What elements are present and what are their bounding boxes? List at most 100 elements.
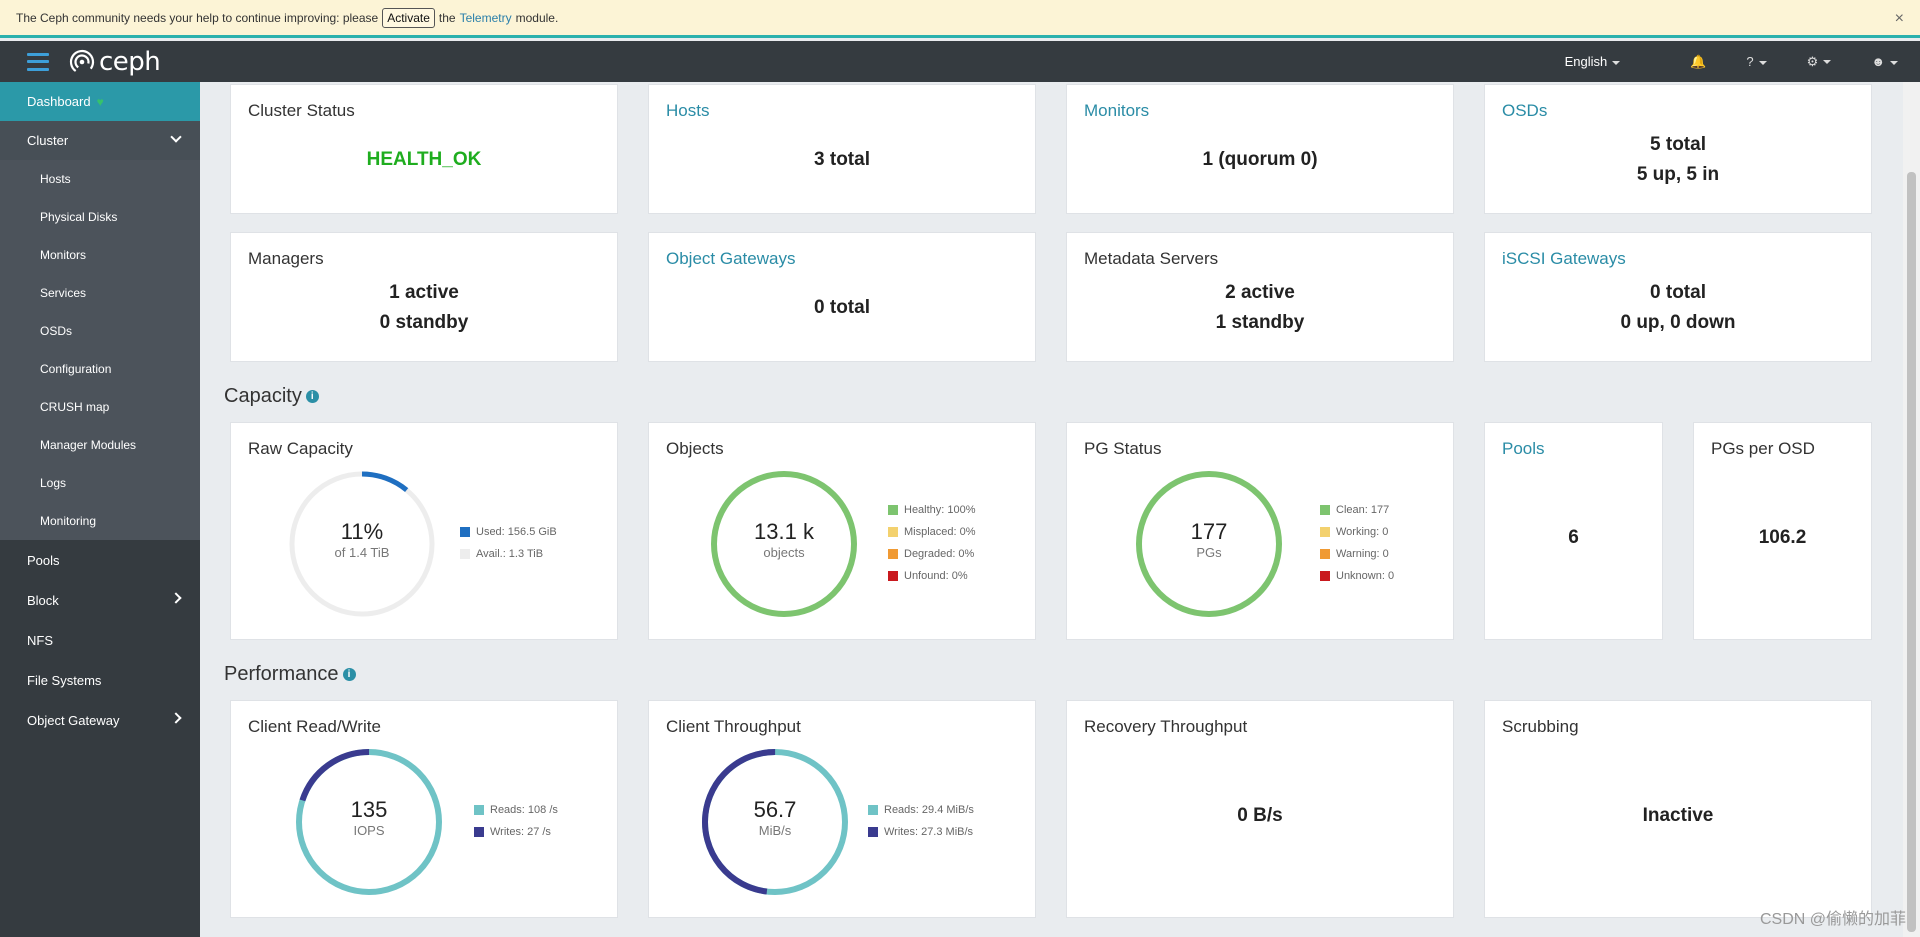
- object-gateways-card: Object Gateways 0 total: [648, 232, 1036, 362]
- iscsi-gateways-link[interactable]: iSCSI Gateways: [1502, 249, 1626, 268]
- legend-label: Clean: 177: [1336, 504, 1390, 516]
- scrollbar-thumb[interactable]: [1907, 172, 1916, 932]
- card-title: Metadata Servers: [1084, 249, 1219, 268]
- chart-legend: Clean: 177 Working: 0 Warning: 0 Unknown…: [1320, 499, 1394, 587]
- donut-center-label: 135 IOPS: [294, 797, 444, 838]
- legend-item-working[interactable]: Working: 0: [1320, 521, 1394, 543]
- sidebar-item-configuration[interactable]: Configuration: [40, 362, 112, 376]
- throughput-value: 56.7: [753, 797, 797, 822]
- donut-used-arc: [289, 471, 435, 617]
- sidebar-item-dashboard[interactable]: Dashboard ♥: [0, 82, 200, 121]
- iops-unit: IOPS: [353, 823, 385, 838]
- pg-status-donut: [1136, 471, 1282, 617]
- health-status-value[interactable]: HEALTH_OK: [366, 149, 482, 170]
- bell-icon[interactable]: 🔔: [1690, 53, 1707, 69]
- card-title: PG Status: [1084, 439, 1162, 458]
- pools-link[interactable]: Pools: [1502, 439, 1545, 458]
- card-title: Managers: [248, 249, 324, 268]
- card-title: Recovery Throughput: [1084, 717, 1248, 736]
- notice-text-module: module.: [515, 10, 559, 25]
- object-gateways-link[interactable]: Object Gateways: [666, 249, 796, 268]
- pgs-per-osd-card: PGs per OSD 106.2: [1693, 422, 1872, 640]
- sidebar-item-osds[interactable]: OSDs: [40, 324, 73, 338]
- legend-label: Degraded: 0%: [904, 548, 975, 560]
- raw-capacity-total: of 1.4 TiB: [334, 545, 390, 560]
- legend-label: Writes: 27.3 MiB/s: [884, 826, 974, 838]
- objects-unit: objects: [763, 545, 805, 560]
- info-icon[interactable]: i: [342, 668, 356, 682]
- legend-item-degraded[interactable]: Degraded: 0%: [888, 543, 976, 565]
- sidebar-item-cluster[interactable]: Cluster: [0, 121, 200, 160]
- pg-unit: PGs: [1196, 545, 1222, 560]
- sidebar-item-label: NFS: [27, 632, 53, 648]
- legend-label: Unknown: 0: [1336, 570, 1395, 582]
- sidebar-item-services[interactable]: Services: [40, 286, 87, 300]
- sidebar-item-nfs[interactable]: NFS: [0, 620, 200, 660]
- sidebar-item-crush-map[interactable]: CRUSH map: [40, 400, 110, 414]
- telemetry-notice-bar: The Ceph community needs your help to co…: [0, 0, 1920, 38]
- ceph-logo[interactable]: ceph: [69, 47, 161, 77]
- osds-link[interactable]: OSDs: [1502, 101, 1548, 120]
- vertical-scrollbar[interactable]: [1903, 82, 1920, 937]
- sidebar-item-object-gateway[interactable]: Object Gateway: [0, 700, 200, 740]
- raw-capacity-donut: [289, 471, 435, 617]
- gear-icon[interactable]: ⚙: [1807, 54, 1832, 70]
- chevron-down-icon: [1890, 60, 1898, 65]
- legend-item-avail[interactable]: Avail.: 1.3 TiB: [460, 543, 557, 565]
- close-icon[interactable]: ×: [1894, 10, 1904, 27]
- legend-item-misplaced[interactable]: Misplaced: 0%: [888, 521, 976, 543]
- sidebar-item-label: Object Gateway: [27, 712, 120, 728]
- card-title: Objects: [666, 439, 724, 458]
- donut-healthy-ring: [711, 471, 857, 617]
- legend-item-writes[interactable]: Writes: 27.3 MiB/s: [868, 821, 974, 843]
- sidebar-item-logs[interactable]: Logs: [40, 476, 67, 490]
- sidebar-item-block[interactable]: Block: [0, 580, 200, 620]
- legend-item-used[interactable]: Used: 156.5 GiB: [460, 521, 557, 543]
- recovery-value: 0 B/s: [1237, 805, 1283, 826]
- legend-item-unknown[interactable]: Unknown: 0: [1320, 565, 1394, 587]
- sidebar-item-file-systems[interactable]: File Systems: [0, 660, 200, 700]
- chart-legend: Healthy: 100% Misplaced: 0% Degraded: 0%…: [888, 499, 976, 587]
- sidebar-item-manager-modules[interactable]: Manager Modules: [40, 438, 137, 452]
- hosts-value: 3 total: [814, 149, 870, 170]
- section-title: Capacity: [224, 385, 302, 407]
- iscsi-gateways-card: iSCSI Gateways 0 total 0 up, 0 down: [1484, 232, 1872, 362]
- legend-item-clean[interactable]: Clean: 177: [1320, 499, 1394, 521]
- activate-button[interactable]: Activate: [382, 7, 435, 28]
- legend-label: Working: 0: [1336, 526, 1389, 538]
- legend-item-reads[interactable]: Reads: 29.4 MiB/s: [868, 799, 974, 821]
- sidebar-item-monitors[interactable]: Monitors: [40, 248, 87, 262]
- legend-item-warning[interactable]: Warning: 0: [1320, 543, 1394, 565]
- card-title: Client Throughput: [666, 717, 801, 736]
- hosts-link[interactable]: Hosts: [666, 101, 710, 120]
- legend-item-reads[interactable]: Reads: 108 /s: [474, 799, 558, 821]
- legend-item-unfound[interactable]: Unfound: 0%: [888, 565, 976, 587]
- user-icon[interactable]: ☻: [1871, 54, 1898, 69]
- sidebar-item-pools[interactable]: Pools: [0, 540, 200, 580]
- info-icon[interactable]: i: [305, 390, 319, 404]
- card-title: Scrubbing: [1502, 717, 1579, 736]
- chart-legend: Reads: 108 /s Writes: 27 /s: [474, 799, 558, 843]
- pools-value: 6: [1568, 527, 1579, 548]
- legend-label: Reads: 108 /s: [490, 804, 558, 816]
- sidebar-item-label: Block: [27, 592, 59, 608]
- legend-item-healthy[interactable]: Healthy: 100%: [888, 499, 976, 521]
- mds-active: 2 active: [1225, 282, 1295, 303]
- chevron-down-icon: [1612, 60, 1621, 65]
- language-selector[interactable]: English: [1565, 54, 1621, 69]
- objects-count: 13.1 k: [754, 519, 814, 544]
- hamburger-menu-icon[interactable]: [27, 52, 49, 71]
- managers-card: Managers 1 active 0 standby: [230, 232, 618, 362]
- section-title: Performance: [224, 663, 339, 685]
- legend-item-writes[interactable]: Writes: 27 /s: [474, 821, 558, 843]
- chevron-down-icon: [170, 131, 182, 143]
- sidebar-item-monitoring[interactable]: Monitoring: [40, 514, 97, 528]
- raw-capacity-percent: 11%: [340, 519, 384, 544]
- telemetry-link[interactable]: Telemetry: [459, 10, 512, 25]
- help-icon[interactable]: ?: [1746, 54, 1767, 69]
- pg-count: 177: [1190, 519, 1228, 544]
- sidebar-item-hosts[interactable]: Hosts: [40, 172, 71, 186]
- sidebar-item-physical-disks[interactable]: Physical Disks: [40, 210, 118, 224]
- monitors-link[interactable]: Monitors: [1084, 101, 1150, 120]
- chevron-down-icon: [1758, 60, 1767, 65]
